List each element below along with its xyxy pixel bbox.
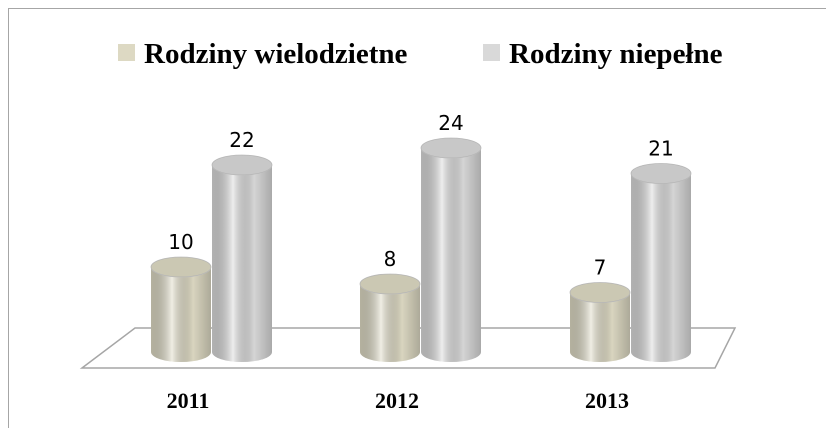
cylinder-top [630,163,692,184]
cylinder-top-shade [631,163,691,184]
cylinder-shade [570,292,630,362]
cylinder-shade [421,148,481,362]
x-tick-label: 2013 [585,388,629,413]
data-label: 8 [384,247,397,271]
cylinder-top [569,282,631,303]
cylinder-top [211,154,273,176]
cylinder-top-shade [360,274,420,294]
x-tick-label: 2011 [167,388,210,413]
legend-swatch [118,44,135,61]
cylinder-shade [360,284,420,362]
legend-swatch [483,44,500,61]
data-label: 24 [438,111,463,135]
cylinder-top-shade [421,138,481,158]
data-label: 21 [648,137,673,161]
data-label: 10 [168,230,193,254]
x-tick-label: 2012 [375,388,419,413]
cylinder-top [359,273,421,295]
cylinder-top-shade [151,257,211,277]
cylinder-shade [151,267,211,362]
data-label: 22 [229,128,254,152]
cylinder-top-shade [212,155,272,175]
cylinder-top [150,256,212,278]
cylinder-top [420,137,482,159]
cylinder-shade [212,165,272,362]
cylinder-top-shade [570,282,630,303]
legend-label: Rodziny niepełne [509,38,723,70]
data-label: 7 [594,256,607,280]
chart-frame [8,8,826,428]
legend-label: Rodziny wielodzietne [144,38,408,70]
cylinder-shade [631,173,691,362]
